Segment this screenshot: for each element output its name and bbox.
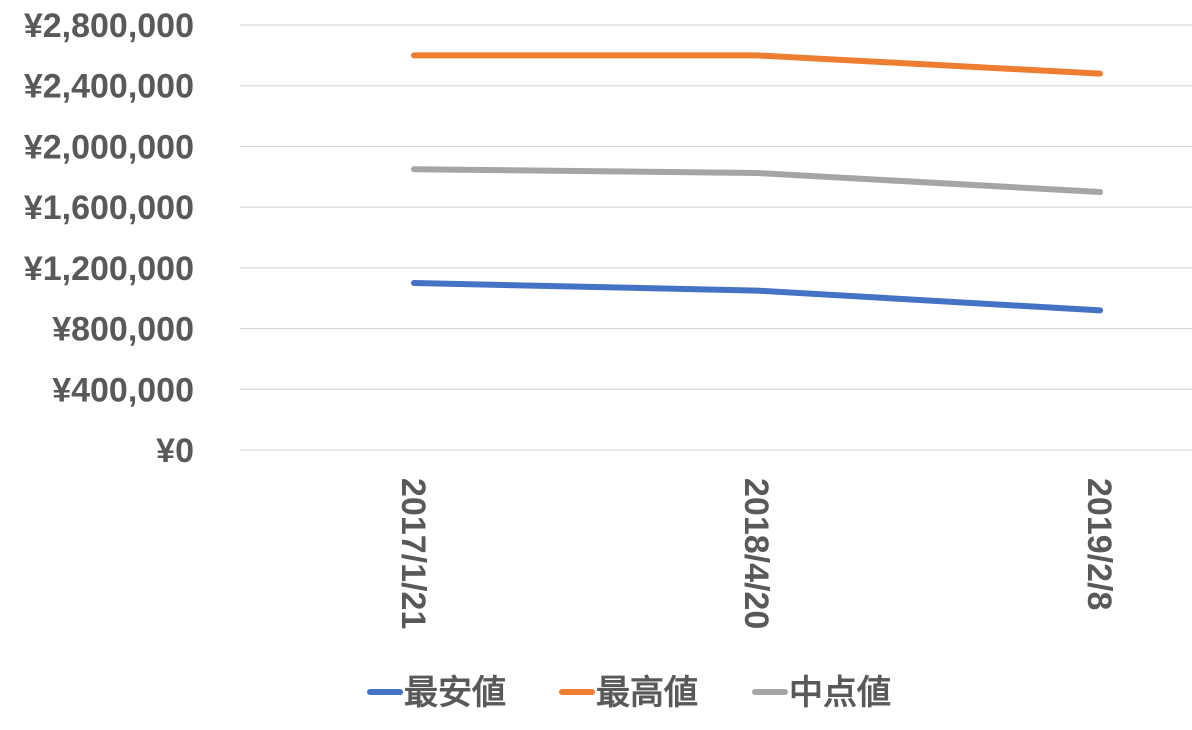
y-tick-label: ¥0 xyxy=(156,432,194,470)
legend-label: 中点値 xyxy=(789,673,891,713)
series-line xyxy=(411,280,1103,314)
legend: 最安値 最高値 中点値 xyxy=(367,673,891,713)
y-tick-label: ¥1,200,000 xyxy=(24,250,194,288)
x-tick-label: 2017/1/21 xyxy=(394,478,432,629)
y-axis-tick-labels: ¥0 ¥400,000 ¥800,000 ¥1,200,000 ¥1,600,000 ¥2… xyxy=(24,7,194,470)
y-tick-label: ¥2,800,000 xyxy=(24,7,194,45)
legend-label: 最安値 xyxy=(404,673,506,713)
y-tick-label: ¥400,000 xyxy=(52,371,194,409)
y-tick-label: ¥1,600,000 xyxy=(24,189,194,227)
series-line xyxy=(411,166,1103,195)
x-tick-label: 2019/2/8 xyxy=(1080,478,1118,610)
legend-label: 最高値 xyxy=(596,673,698,713)
y-tick-label: ¥800,000 xyxy=(52,311,194,349)
y-tick-label: ¥2,000,000 xyxy=(24,128,194,166)
x-tick-label: 2018/4/20 xyxy=(737,478,775,629)
series-lines xyxy=(411,52,1103,314)
y-tick-label: ¥2,400,000 xyxy=(24,68,194,106)
grid-lines xyxy=(240,24,1192,451)
x-axis-tick-labels: 2017/1/21 2018/4/20 2019/2/8 xyxy=(394,478,1118,629)
series-line xyxy=(411,52,1103,77)
